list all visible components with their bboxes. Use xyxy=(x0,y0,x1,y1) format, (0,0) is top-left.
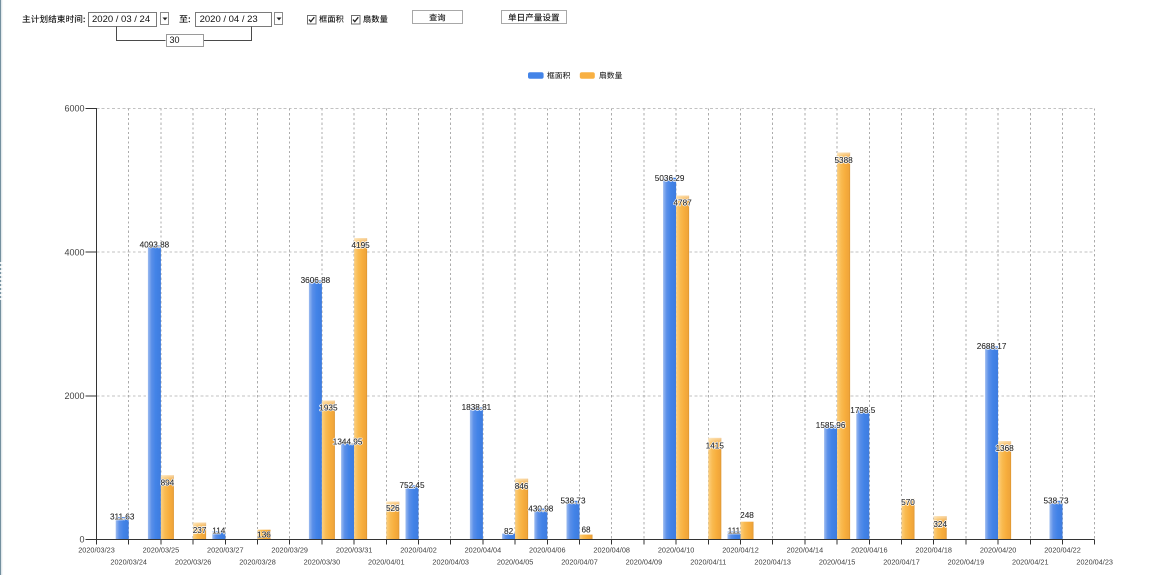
svg-text:752.45: 752.45 xyxy=(399,481,424,490)
svg-text:1415: 1415 xyxy=(706,441,725,450)
svg-text:570: 570 xyxy=(901,498,915,507)
svg-text:4093.88: 4093.88 xyxy=(140,240,170,249)
svg-text:526: 526 xyxy=(386,504,400,513)
svg-text:570: 570 xyxy=(901,498,915,507)
svg-text:2000: 2000 xyxy=(64,391,84,401)
svg-text:2020/04/20: 2020/04/20 xyxy=(980,546,1017,555)
svg-text:111: 111 xyxy=(728,526,741,535)
svg-text:1935: 1935 xyxy=(319,403,338,412)
svg-text:2020/04/06: 2020/04/06 xyxy=(529,546,566,555)
svg-text:324: 324 xyxy=(933,520,947,529)
svg-text:4000: 4000 xyxy=(64,247,84,257)
svg-text:2020/04/23: 2020/04/23 xyxy=(1076,558,1113,567)
svg-text:1798.5: 1798.5 xyxy=(850,406,875,415)
svg-text:846: 846 xyxy=(515,482,529,491)
svg-text:68: 68 xyxy=(581,525,591,534)
svg-text:2688.17: 2688.17 xyxy=(977,342,1007,351)
svg-text:2020/04/16: 2020/04/16 xyxy=(851,546,888,555)
svg-text:0: 0 xyxy=(79,535,84,545)
svg-text:1344.95: 1344.95 xyxy=(333,437,363,446)
svg-text:2020/03/29: 2020/03/29 xyxy=(271,546,308,555)
svg-text:2020/04/19: 2020/04/19 xyxy=(948,558,985,567)
svg-text:311.63: 311.63 xyxy=(110,512,135,521)
svg-text:82: 82 xyxy=(504,527,514,536)
svg-text:2020/04/22: 2020/04/22 xyxy=(1044,546,1081,555)
svg-text:4787: 4787 xyxy=(673,199,692,208)
svg-text:2020/03/25: 2020/03/25 xyxy=(143,546,180,555)
svg-text:2020/04/15: 2020/04/15 xyxy=(819,558,856,567)
svg-text:526: 526 xyxy=(386,504,400,513)
svg-text:2020/04/10: 2020/04/10 xyxy=(658,546,695,555)
svg-text:2020/04/05: 2020/04/05 xyxy=(497,558,534,567)
svg-text:2020/04/07: 2020/04/07 xyxy=(561,558,598,567)
svg-text:114: 114 xyxy=(212,526,225,535)
svg-text:248: 248 xyxy=(740,511,754,520)
svg-text:2020/04/02: 2020/04/02 xyxy=(400,546,437,555)
svg-text:2020/03/24: 2020/03/24 xyxy=(110,558,147,567)
svg-text:894: 894 xyxy=(161,478,175,487)
svg-text:2020/04/09: 2020/04/09 xyxy=(626,558,663,567)
svg-text:2020/03/31: 2020/03/31 xyxy=(336,546,373,555)
svg-text:82: 82 xyxy=(504,527,514,536)
svg-text:114: 114 xyxy=(212,526,225,535)
svg-text:430.98: 430.98 xyxy=(528,504,553,513)
svg-text:4195: 4195 xyxy=(351,241,370,250)
svg-text:1838.81: 1838.81 xyxy=(462,403,492,412)
svg-text:324: 324 xyxy=(933,520,947,529)
svg-text:1344.95: 1344.95 xyxy=(333,437,363,446)
svg-text:5388: 5388 xyxy=(834,156,853,165)
svg-text:248: 248 xyxy=(740,511,754,520)
svg-text:752.45: 752.45 xyxy=(399,481,424,490)
svg-text:2020/04/14: 2020/04/14 xyxy=(787,546,824,555)
svg-text:2020/04/13: 2020/04/13 xyxy=(754,558,791,567)
svg-text:4195: 4195 xyxy=(351,241,370,250)
svg-text:5388: 5388 xyxy=(834,156,853,165)
svg-text:2020/04/11: 2020/04/11 xyxy=(690,558,726,567)
svg-text:3606.88: 3606.88 xyxy=(301,276,331,285)
svg-text:2020/03/27: 2020/03/27 xyxy=(207,546,244,555)
svg-text:6000: 6000 xyxy=(64,104,84,114)
svg-text:4093.88: 4093.88 xyxy=(140,240,170,249)
svg-text:538.73: 538.73 xyxy=(560,496,585,505)
svg-text:2020/04/17: 2020/04/17 xyxy=(883,558,920,567)
svg-text:2688.17: 2688.17 xyxy=(977,342,1007,351)
svg-text:237: 237 xyxy=(193,526,207,535)
svg-text:2020/04/12: 2020/04/12 xyxy=(722,546,759,555)
svg-text:538.73: 538.73 xyxy=(1043,496,1068,505)
svg-text:2020/04/01: 2020/04/01 xyxy=(368,558,405,567)
svg-text:5036.29: 5036.29 xyxy=(655,174,685,183)
svg-text:5036.29: 5036.29 xyxy=(655,174,685,183)
svg-text:894: 894 xyxy=(161,478,175,487)
svg-text:1368: 1368 xyxy=(995,444,1014,453)
svg-text:1798.5: 1798.5 xyxy=(850,406,875,415)
svg-text:538.73: 538.73 xyxy=(1043,496,1068,505)
svg-text:2020/04/08: 2020/04/08 xyxy=(593,546,630,555)
svg-text:1935: 1935 xyxy=(319,403,338,412)
svg-text:846: 846 xyxy=(515,482,529,491)
svg-text:237: 237 xyxy=(193,526,207,535)
svg-text:111: 111 xyxy=(728,526,741,535)
svg-text:2020/03/26: 2020/03/26 xyxy=(175,558,212,567)
svg-text:2020/04/03: 2020/04/03 xyxy=(432,558,469,567)
svg-text:2020/04/04: 2020/04/04 xyxy=(465,546,502,555)
svg-text:2020/04/21: 2020/04/21 xyxy=(1012,558,1049,567)
svg-text:1415: 1415 xyxy=(706,441,725,450)
svg-text:2020/03/28: 2020/03/28 xyxy=(239,558,276,567)
svg-text:136: 136 xyxy=(257,530,271,539)
svg-text:1838.81: 1838.81 xyxy=(462,403,492,412)
svg-text:1585.96: 1585.96 xyxy=(816,421,846,430)
svg-text:2020/03/23: 2020/03/23 xyxy=(78,546,115,555)
svg-text:538.73: 538.73 xyxy=(560,496,585,505)
svg-text:430.98: 430.98 xyxy=(528,504,553,513)
svg-text:1585.96: 1585.96 xyxy=(816,421,846,430)
svg-text:2020/04/18: 2020/04/18 xyxy=(915,546,952,555)
svg-text:2020/03/30: 2020/03/30 xyxy=(304,558,341,567)
svg-text:1368: 1368 xyxy=(995,444,1014,453)
svg-text:4787: 4787 xyxy=(673,199,692,208)
svg-text:68: 68 xyxy=(581,525,591,534)
svg-text:311.63: 311.63 xyxy=(110,512,135,521)
svg-text:3606.88: 3606.88 xyxy=(301,276,331,285)
svg-text:136: 136 xyxy=(257,530,271,539)
